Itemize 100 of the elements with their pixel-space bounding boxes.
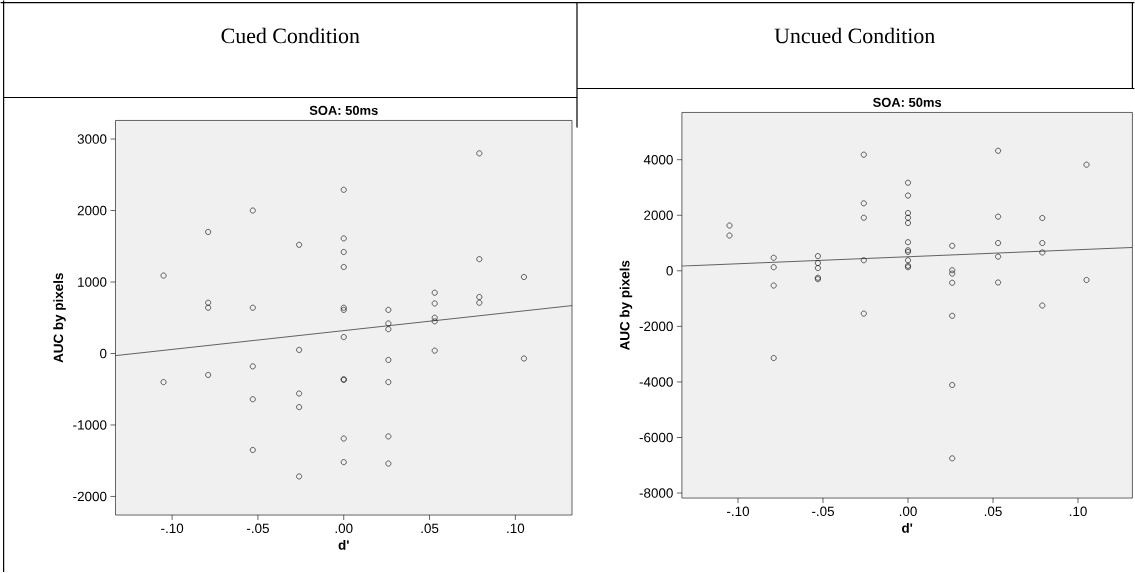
y-axis-title: AUC by pixels <box>619 260 633 351</box>
point <box>949 313 956 319</box>
point <box>995 253 1001 260</box>
point <box>860 257 867 264</box>
point <box>726 222 733 229</box>
chart-title: Uncued Condition <box>774 28 935 44</box>
point <box>296 473 303 480</box>
y-tick-label: 0 <box>100 348 107 359</box>
y-tick-label: -6000 <box>639 432 673 443</box>
point <box>995 213 1001 220</box>
point <box>431 347 438 354</box>
point <box>1039 249 1046 256</box>
point <box>949 455 956 462</box>
x-tick-label: -.05 <box>812 506 835 517</box>
point <box>385 379 392 386</box>
point <box>249 396 256 403</box>
y-tick-label: 0 <box>666 266 673 276</box>
point <box>1039 215 1046 222</box>
x-tick-label: .05 <box>421 523 439 534</box>
point <box>770 264 777 271</box>
point <box>905 192 911 199</box>
point <box>521 274 527 281</box>
point <box>521 355 527 362</box>
point <box>949 243 956 249</box>
point <box>340 435 347 442</box>
point <box>949 280 956 286</box>
point <box>249 447 256 454</box>
point <box>205 300 212 306</box>
point <box>860 200 867 207</box>
point <box>815 260 821 267</box>
chart-title: Cued Condition <box>221 28 360 44</box>
point <box>296 390 303 397</box>
point <box>296 404 303 411</box>
point <box>340 187 347 193</box>
point <box>340 264 347 271</box>
x-tick-label: .10 <box>1069 506 1087 517</box>
x-axis-title: d' <box>338 540 349 550</box>
point <box>385 433 392 440</box>
point <box>340 459 347 466</box>
point <box>296 347 303 354</box>
point <box>905 257 911 264</box>
x-tick-label: .10 <box>507 523 525 534</box>
point <box>949 382 956 389</box>
point <box>1083 277 1090 284</box>
point <box>1039 240 1046 247</box>
point <box>476 256 483 263</box>
point <box>476 300 483 306</box>
y-tick-label: 2000 <box>644 210 673 221</box>
point <box>1083 162 1090 168</box>
point <box>431 290 438 296</box>
y-tick-label: 2000 <box>77 205 107 216</box>
x-tick-label: -.10 <box>161 523 184 534</box>
point <box>905 215 911 221</box>
point <box>431 315 438 321</box>
y-axis-title: AUC by pixels <box>53 273 66 363</box>
point <box>249 207 256 214</box>
point <box>249 363 256 370</box>
y-tick-label: 4000 <box>643 155 673 165</box>
point <box>476 294 483 301</box>
y-tick-label: -4000 <box>639 377 673 387</box>
y-tick-label: -8000 <box>639 488 673 499</box>
point <box>385 326 392 333</box>
point <box>726 232 733 239</box>
point <box>905 220 911 227</box>
y-tick-label: 3000 <box>77 134 107 144</box>
point <box>431 318 438 325</box>
y-tick-label: 1000 <box>78 277 107 287</box>
point <box>860 215 867 221</box>
point <box>205 229 212 236</box>
point <box>770 355 777 362</box>
point <box>815 265 821 272</box>
point <box>770 255 777 261</box>
point <box>1039 302 1046 309</box>
x-axis-title: d' <box>902 523 913 533</box>
point <box>949 267 956 274</box>
point <box>205 305 212 311</box>
y-tick-label: -1000 <box>73 420 107 430</box>
point <box>860 151 867 158</box>
point <box>385 357 392 364</box>
point <box>905 180 911 186</box>
y-tick-label: -2000 <box>639 321 673 332</box>
point <box>431 300 438 307</box>
x-tick-label: .00 <box>335 523 353 534</box>
point <box>385 320 392 327</box>
chart-subtitle: SOA: 50ms <box>309 106 378 116</box>
point <box>385 460 392 467</box>
x-tick-label: -.10 <box>727 506 750 517</box>
point <box>995 240 1001 247</box>
point <box>160 379 167 386</box>
point <box>476 150 483 157</box>
point <box>296 242 303 248</box>
point <box>205 372 212 379</box>
point <box>340 334 347 341</box>
point <box>340 249 347 256</box>
x-tick-label: .00 <box>899 506 917 517</box>
point <box>860 310 867 317</box>
point <box>995 279 1001 286</box>
point <box>949 270 956 277</box>
point <box>905 239 911 246</box>
chart-subtitle: SOA: 50ms <box>873 98 942 108</box>
